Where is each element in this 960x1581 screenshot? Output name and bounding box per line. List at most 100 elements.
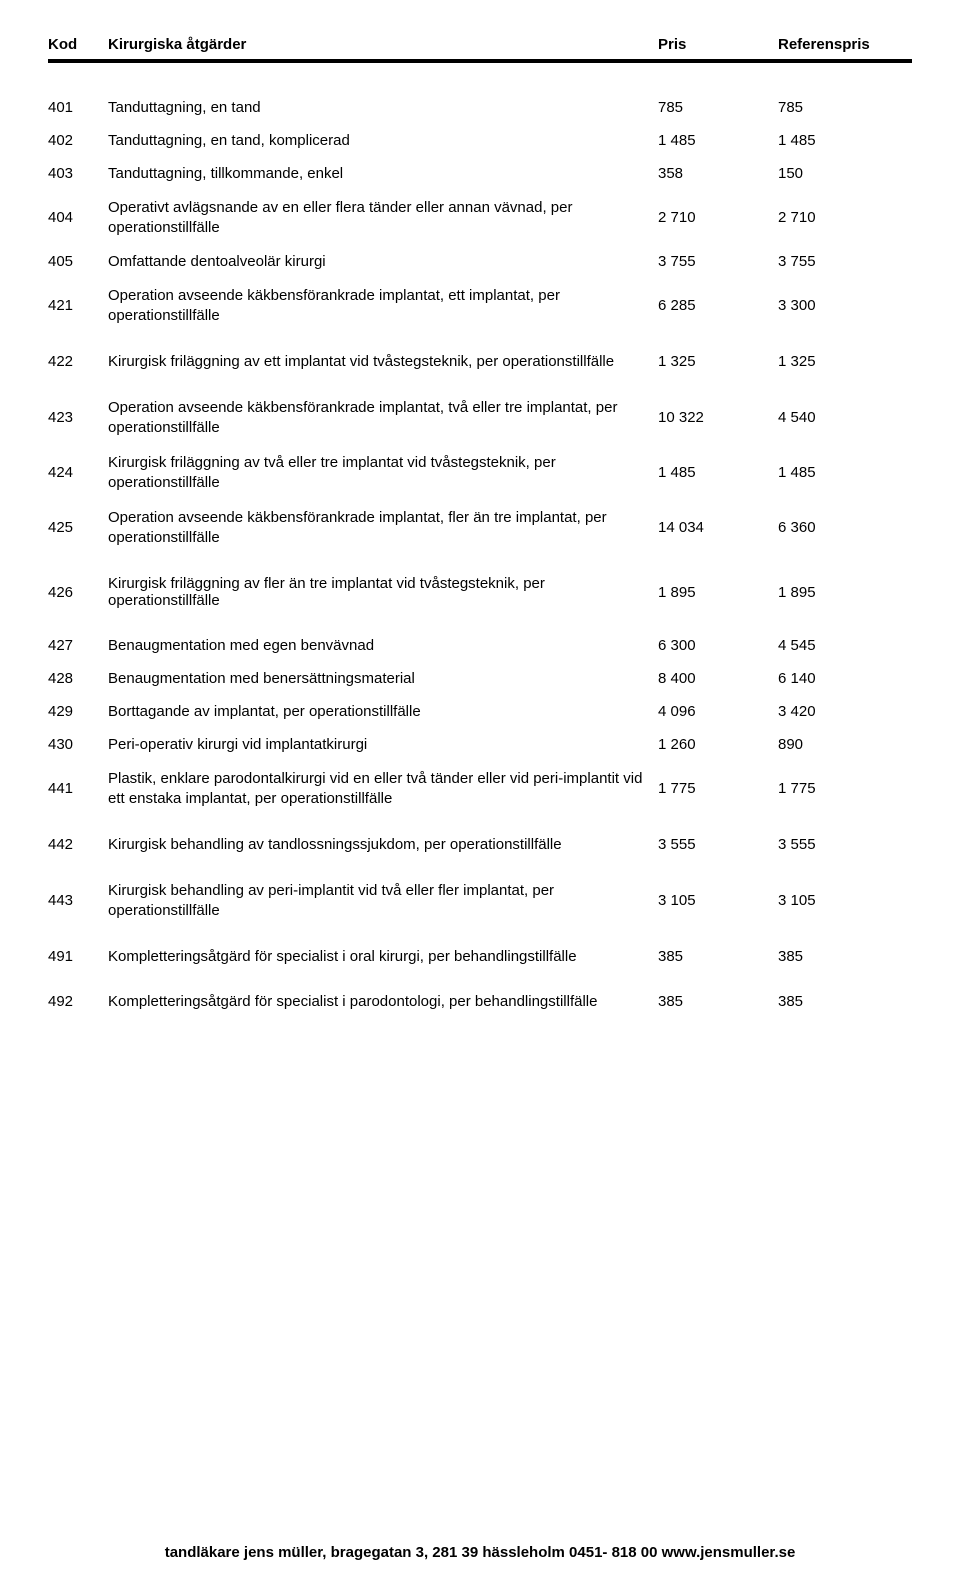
row-ref: 785 <box>778 99 898 116</box>
row-desc: Tanduttagning, tillkommande, enkel <box>108 165 658 182</box>
table-row: 427Benaugmentation med egen benvävnad6 3… <box>48 637 912 654</box>
row-ref: 1 325 <box>778 353 898 370</box>
row-pris: 1 895 <box>658 584 778 601</box>
row-kod: 405 <box>48 253 108 270</box>
row-kod: 425 <box>48 519 108 536</box>
row-desc: Plastik, enklare parodontalkirurgi vid e… <box>108 769 658 808</box>
row-kod: 403 <box>48 165 108 182</box>
row-pris: 6 285 <box>658 297 778 314</box>
row-desc: Benaugmentation med benersättningsmateri… <box>108 670 658 687</box>
row-ref: 385 <box>778 948 898 965</box>
table-row: 491Kompletteringsåtgärd för specialist i… <box>48 948 912 965</box>
header-desc: Kirurgiska åtgärder <box>108 36 658 53</box>
table-row: 443Kirurgisk behandling av peri-implanti… <box>48 881 912 920</box>
row-kod: 429 <box>48 703 108 720</box>
header-divider <box>48 59 912 63</box>
row-pris: 785 <box>658 99 778 116</box>
row-desc: Kirurgisk behandling av tandlossningssju… <box>108 836 658 853</box>
table-row: 401Tanduttagning, en tand785785 <box>48 99 912 116</box>
row-pris: 1 325 <box>658 353 778 370</box>
row-kod: 402 <box>48 132 108 149</box>
row-desc: Benaugmentation med egen benvävnad <box>108 637 658 654</box>
row-pris: 3 555 <box>658 836 778 853</box>
table-row: 422Kirurgisk friläggning av ett implanta… <box>48 353 912 370</box>
row-desc: Tanduttagning, en tand <box>108 99 658 116</box>
header-kod: Kod <box>48 36 108 53</box>
header-ref: Referenspris <box>778 36 898 53</box>
table-row: 442Kirurgisk behandling av tandlossnings… <box>48 836 912 853</box>
row-ref: 1 485 <box>778 132 898 149</box>
row-ref: 1 895 <box>778 584 898 601</box>
row-pris: 6 300 <box>658 637 778 654</box>
row-desc: Kompletteringsåtgärd för specialist i or… <box>108 948 658 965</box>
row-pris: 4 096 <box>658 703 778 720</box>
row-kod: 441 <box>48 780 108 797</box>
row-kod: 491 <box>48 948 108 965</box>
row-desc: Borttagande av implantat, per operations… <box>108 703 658 720</box>
row-kod: 430 <box>48 736 108 753</box>
row-pris: 1 485 <box>658 464 778 481</box>
row-pris: 358 <box>658 165 778 182</box>
row-kod: 423 <box>48 409 108 426</box>
row-desc: Operation avseende käkbensförankrade imp… <box>108 398 658 437</box>
row-kod: 492 <box>48 993 108 1010</box>
row-pris: 8 400 <box>658 670 778 687</box>
row-desc: Kirurgisk behandling av peri-implantit v… <box>108 881 658 920</box>
row-desc: Operation avseende käkbensförankrade imp… <box>108 286 658 325</box>
row-pris: 3 755 <box>658 253 778 270</box>
row-ref: 150 <box>778 165 898 182</box>
row-desc: Kompletteringsåtgärd för specialist i pa… <box>108 993 658 1010</box>
table-row: 492Kompletteringsåtgärd för specialist i… <box>48 993 912 1010</box>
header-pris: Pris <box>658 36 778 53</box>
row-kod: 443 <box>48 892 108 909</box>
row-ref: 4 540 <box>778 409 898 426</box>
row-ref: 6 140 <box>778 670 898 687</box>
row-pris: 10 322 <box>658 409 778 426</box>
row-desc: Peri-operativ kirurgi vid implantatkirur… <box>108 736 658 753</box>
table-row: 428Benaugmentation med benersättningsmat… <box>48 670 912 687</box>
row-pris: 1 485 <box>658 132 778 149</box>
row-ref: 2 710 <box>778 209 898 226</box>
table-row: 405Omfattande dentoalveolär kirurgi3 755… <box>48 253 912 270</box>
table-row: 404Operativt avlägsnande av en eller fle… <box>48 198 912 237</box>
table-row: 423Operation avseende käkbensförankrade … <box>48 398 912 437</box>
table-row: 425Operation avseende käkbensförankrade … <box>48 508 912 547</box>
row-ref: 385 <box>778 993 898 1010</box>
row-desc: Kirurgisk friläggning av två eller tre i… <box>108 453 658 492</box>
table-header: Kod Kirurgiska åtgärder Pris Referenspri… <box>48 36 912 59</box>
row-ref: 3 300 <box>778 297 898 314</box>
row-ref: 890 <box>778 736 898 753</box>
table-row: 429Borttagande av implantat, per operati… <box>48 703 912 720</box>
row-pris: 385 <box>658 948 778 965</box>
table-row: 441Plastik, enklare parodontalkirurgi vi… <box>48 769 912 808</box>
row-pris: 14 034 <box>658 519 778 536</box>
row-kod: 404 <box>48 209 108 226</box>
row-ref: 1 775 <box>778 780 898 797</box>
row-desc: Kirurgisk friläggning av fler än tre imp… <box>108 575 658 609</box>
table-body: 401Tanduttagning, en tand785785402Tandut… <box>48 99 912 1010</box>
row-kod: 426 <box>48 584 108 601</box>
row-kod: 428 <box>48 670 108 687</box>
row-pris: 385 <box>658 993 778 1010</box>
row-desc: Kirurgisk friläggning av ett implantat v… <box>108 353 658 370</box>
row-ref: 3 420 <box>778 703 898 720</box>
row-kod: 442 <box>48 836 108 853</box>
row-ref: 1 485 <box>778 464 898 481</box>
row-kod: 401 <box>48 99 108 116</box>
row-kod: 424 <box>48 464 108 481</box>
row-ref: 3 755 <box>778 253 898 270</box>
page-footer: tandläkare jens müller, bragegatan 3, 28… <box>0 1544 960 1561</box>
row-ref: 3 555 <box>778 836 898 853</box>
row-pris: 3 105 <box>658 892 778 909</box>
row-kod: 421 <box>48 297 108 314</box>
table-row: 424Kirurgisk friläggning av två eller tr… <box>48 453 912 492</box>
row-desc: Tanduttagning, en tand, komplicerad <box>108 132 658 149</box>
table-row: 402Tanduttagning, en tand, komplicerad1 … <box>48 132 912 149</box>
row-ref: 6 360 <box>778 519 898 536</box>
table-row: 403Tanduttagning, tillkommande, enkel358… <box>48 165 912 182</box>
row-desc: Operation avseende käkbensförankrade imp… <box>108 508 658 547</box>
row-desc: Omfattande dentoalveolär kirurgi <box>108 253 658 270</box>
row-kod: 422 <box>48 353 108 370</box>
table-row: 426Kirurgisk friläggning av fler än tre … <box>48 575 912 609</box>
row-kod: 427 <box>48 637 108 654</box>
